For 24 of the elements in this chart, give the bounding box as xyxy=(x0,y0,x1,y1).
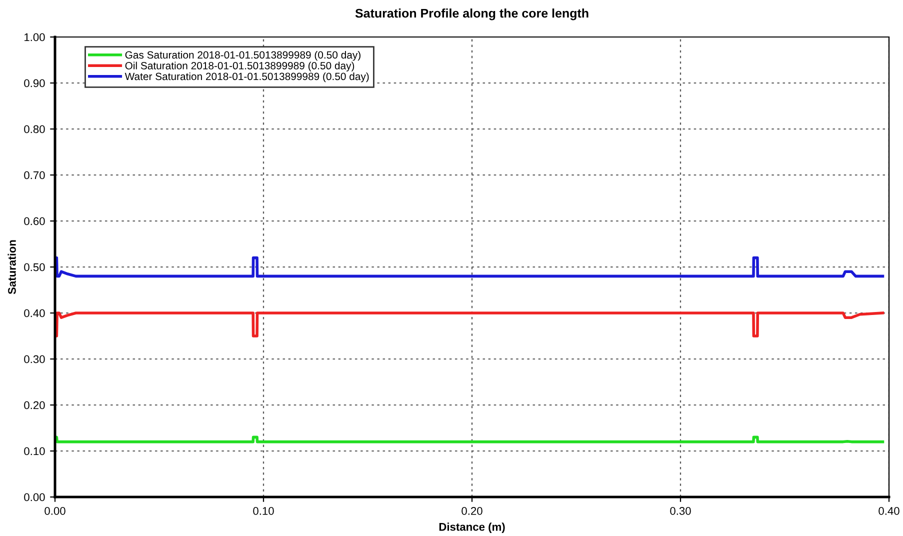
y-tick-label: 0.00 xyxy=(24,493,45,502)
x-axis-title: Distance (m) xyxy=(439,522,505,533)
y-tick-label: 0.80 xyxy=(24,125,45,134)
y-tick-label: 0.90 xyxy=(24,79,45,88)
x-tick-label: 0.10 xyxy=(253,507,274,515)
x-tick-label: 0.30 xyxy=(670,507,691,515)
legend-label: Oil Saturation 2018-01-01.5013899989 (0.50 day) xyxy=(125,62,354,72)
x-tick-label: 0.40 xyxy=(878,507,900,515)
y-tick-label: 0.10 xyxy=(24,447,45,456)
y-tick-label: 0.40 xyxy=(24,309,45,318)
legend-label: Gas Saturation 2018-01-01.5013899989 (0.50 day) xyxy=(125,50,360,61)
x-tick-label: 0.00 xyxy=(44,507,66,515)
chart-title: Saturation Profile along the core length xyxy=(355,8,588,20)
y-tick-label: 1.00 xyxy=(24,33,45,42)
line-series xyxy=(55,256,884,278)
y-tick-label: 0.50 xyxy=(24,263,45,272)
y-axis-title: Saturation xyxy=(8,240,16,294)
line-series xyxy=(55,312,884,338)
x-tick-label: 0.20 xyxy=(462,507,482,515)
legend-label: Water Saturation 2018-01-01.5013899989 (0.50 day) xyxy=(124,72,369,82)
y-tick-label: 0.60 xyxy=(24,217,45,226)
y-tick-label: 0.20 xyxy=(24,401,45,410)
y-tick-label: 0.30 xyxy=(24,355,45,364)
y-tick-label: 0.70 xyxy=(24,171,45,180)
